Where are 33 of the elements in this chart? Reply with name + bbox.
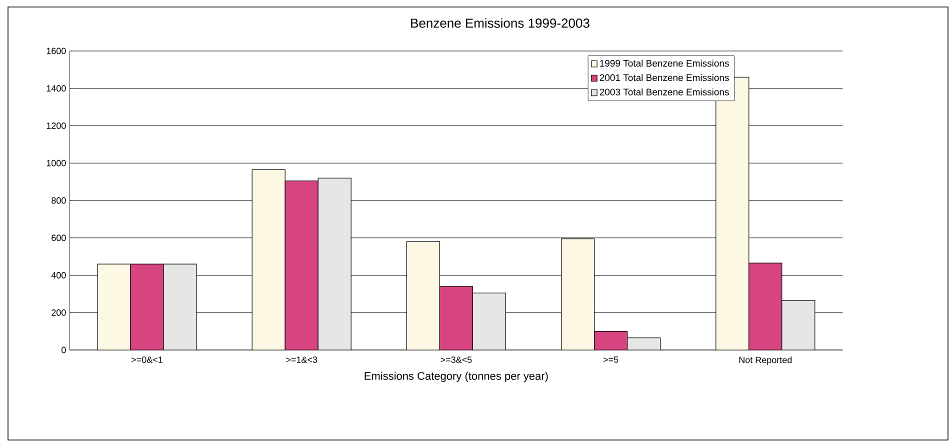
x-tick-label: >=3&<5 xyxy=(440,356,472,363)
legend-label: 2003 Total Benzene Emissions xyxy=(600,88,729,96)
x-tick-label: Not Reported xyxy=(739,356,792,365)
y-tick-label: 0 xyxy=(62,346,66,354)
chart-title: Benzene Emissions 1999-2003 xyxy=(411,18,590,28)
bar xyxy=(163,264,197,350)
bar xyxy=(439,286,473,350)
y-tick-label: 800 xyxy=(52,197,66,204)
bar xyxy=(472,292,506,350)
x-axis-title: Emissions Category (tonnes per year) xyxy=(364,372,548,382)
legend-label: 2001 Total Benzene Emissions xyxy=(600,74,729,82)
x-tick-label: >=1&<3 xyxy=(286,356,318,363)
y-tick-label: 1600 xyxy=(46,48,66,54)
bar xyxy=(252,169,286,350)
bar xyxy=(406,241,440,350)
bar xyxy=(97,264,131,350)
y-tick-label: 400 xyxy=(51,272,66,278)
bar xyxy=(782,300,816,350)
bar xyxy=(594,331,628,350)
bar xyxy=(130,264,164,350)
bar xyxy=(627,338,660,350)
y-tick-label: 1200 xyxy=(46,122,66,129)
bar xyxy=(284,180,318,350)
y-tick-label: 1400 xyxy=(46,85,66,92)
legend-label: 1999 Total Benzene Emissions xyxy=(600,60,729,67)
y-tick-label: 1000 xyxy=(46,160,66,166)
x-tick-label: >=0&<1 xyxy=(132,356,162,363)
y-tick-label: 600 xyxy=(52,234,66,242)
bar xyxy=(748,262,782,350)
x-tick-label: >=5 xyxy=(603,356,618,363)
y-tick-label: 200 xyxy=(52,309,66,316)
bar xyxy=(318,178,352,350)
bar xyxy=(561,238,595,350)
